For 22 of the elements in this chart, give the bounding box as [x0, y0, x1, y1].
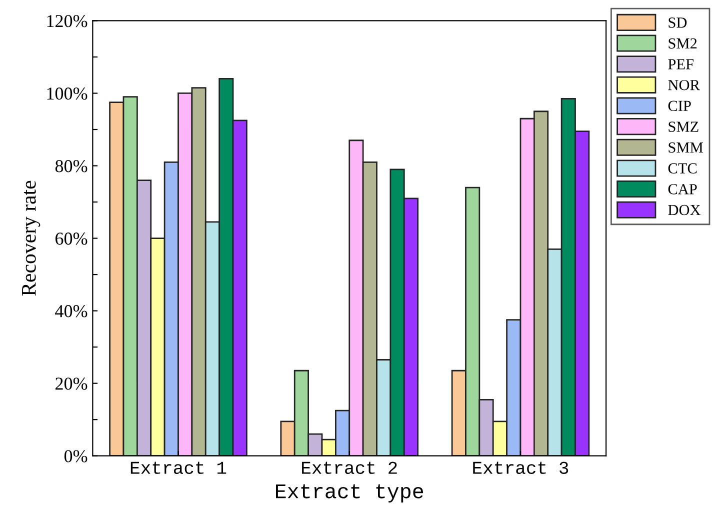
- legend-label: SMZ: [668, 122, 698, 132]
- y-axis-title: Recovery rate: [22, 180, 40, 296]
- legend-label: SD: [668, 17, 687, 28]
- y-tick-label: 40%: [55, 305, 88, 318]
- x-tick-label: Extract 2: [302, 462, 397, 474]
- legend-label: PEF: [668, 59, 694, 70]
- y-tick-label: 100%: [47, 87, 88, 100]
- y-tick-label: 0%: [64, 450, 88, 462]
- legend-label: CAP: [668, 184, 697, 194]
- x-tick-label: Extract 1: [130, 462, 226, 474]
- legend-label: CTC: [668, 163, 697, 174]
- legend-label: DOX: [668, 204, 701, 216]
- legend-label: CIP: [668, 100, 691, 112]
- legend-label: NOR: [668, 80, 700, 90]
- legend-label: SMM: [668, 142, 703, 153]
- x-axis-title: Extract type: [276, 484, 423, 503]
- y-tick-label: 120%: [47, 14, 88, 28]
- y-tick-label: 60%: [56, 232, 88, 245]
- x-tick-label: Extract 3: [473, 462, 568, 474]
- y-tick-label: 80%: [55, 160, 88, 172]
- legend-label: SM2: [668, 38, 697, 49]
- y-tick-label: 20%: [56, 378, 88, 390]
